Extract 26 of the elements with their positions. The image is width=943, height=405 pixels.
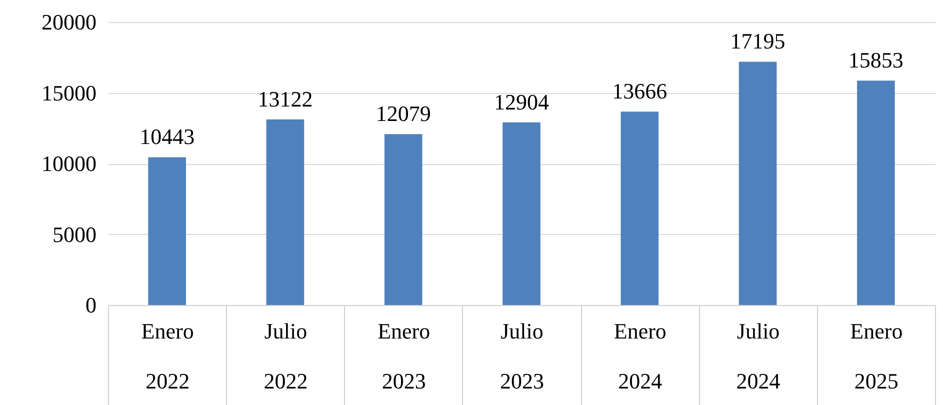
x-tick-label: Julio 2023 <box>500 318 544 394</box>
x-tick-label: Enero 2025 <box>850 318 903 394</box>
y-tick-label: 15000 <box>42 80 96 106</box>
y-tick-label: 10000 <box>42 151 96 176</box>
x-tick-label: Julio 2024 <box>736 318 780 394</box>
bar <box>857 80 895 305</box>
y-tick-label: 20000 <box>42 10 96 34</box>
data-label: 10443 <box>140 124 195 150</box>
x-tick-label: Enero 2024 <box>614 318 666 394</box>
x-tick-label: Julio 2022 <box>264 318 308 394</box>
y-tick-label: 0 <box>86 292 96 318</box>
data-label: 15853 <box>848 48 904 73</box>
data-label: 13666 <box>612 78 668 104</box>
bar <box>738 62 777 305</box>
y-tick-label: 5000 <box>52 222 96 247</box>
x-tick-label: Enero 2023 <box>378 318 430 394</box>
bar <box>620 112 659 305</box>
data-label: 12079 <box>376 101 431 126</box>
data-label: 17195 <box>730 28 786 54</box>
bar <box>502 122 540 305</box>
data-label: 12904 <box>494 89 549 114</box>
data-label: 13122 <box>258 86 313 112</box>
bar <box>148 157 186 305</box>
bar <box>384 134 422 305</box>
bar <box>266 119 304 305</box>
x-tick-label: Enero 2022 <box>141 318 194 394</box>
